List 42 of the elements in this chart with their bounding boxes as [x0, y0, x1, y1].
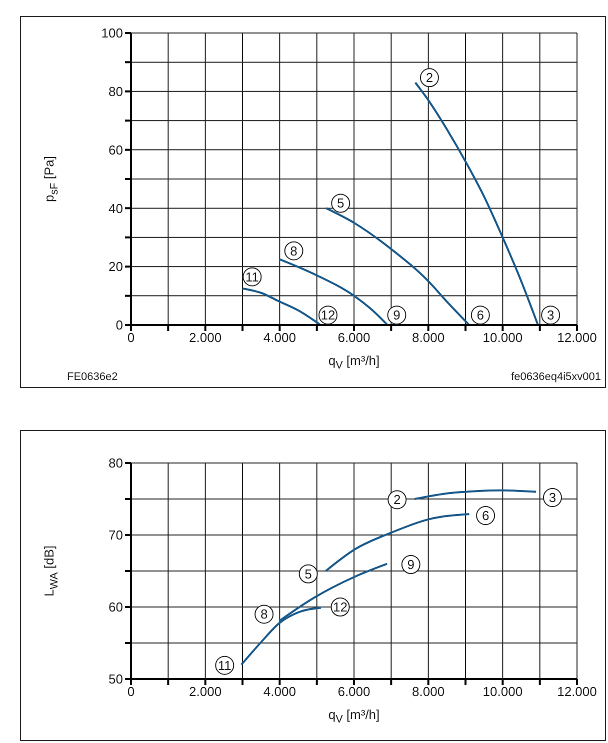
annotation: 3	[546, 308, 554, 323]
x-tick-label: 4.000	[263, 330, 296, 346]
x-axis-title: q$_{V}$ [m³/h]	[327, 353, 381, 372]
annotation: 11	[245, 269, 259, 284]
y-tick-label: 0	[116, 318, 123, 333]
annotation: 9	[407, 557, 414, 572]
annotation: 5	[337, 196, 344, 211]
y-tick-label: 80	[108, 84, 123, 100]
y-tick-label: 70	[108, 528, 123, 543]
x-tick-label: 2.000	[189, 684, 222, 700]
x-tick-label: 8.000	[412, 684, 445, 700]
x-tick-label: 10.000	[482, 330, 523, 346]
y-tick-label: 60	[108, 600, 123, 615]
y-tick-label: 50	[108, 672, 123, 687]
x-tick-label: 12.000	[557, 684, 597, 700]
annotation: 8	[260, 606, 268, 622]
x-axis-title: q$_{V}$ [m³/h]	[327, 707, 381, 726]
text: FE0636e2	[67, 371, 118, 383]
x-tick-label: 6.000	[338, 684, 370, 700]
y-tick-label: 100	[101, 26, 123, 41]
y-tick-label: 60	[108, 142, 123, 158]
x-tick-label: 0	[127, 330, 135, 346]
annotation: 9	[393, 308, 400, 323]
x-tick-label: 12.000	[557, 330, 597, 346]
annotation: 6	[482, 508, 490, 524]
annotation: 3	[548, 490, 556, 506]
y-tick-label: 20	[108, 259, 123, 274]
x-tick-label: 4.000	[263, 684, 296, 700]
annotation: 6	[476, 308, 484, 323]
x-tick-label: 2.000	[189, 330, 222, 346]
x-tick-label: 8.000	[412, 330, 445, 346]
text: fe0636eq4i5xv001	[511, 371, 601, 383]
annotation: 11	[218, 658, 232, 673]
x-tick-label: 6.000	[338, 330, 370, 346]
y-tick-label: 80	[108, 456, 123, 471]
x-tick-label: 10.000	[482, 684, 523, 700]
annotation: 5	[304, 566, 312, 582]
x-tick-label: 0	[127, 684, 135, 700]
annotation: 2	[426, 70, 434, 86]
annotation: 2	[393, 492, 401, 508]
y-tick-label: 40	[108, 200, 123, 216]
annotation: 8	[290, 243, 298, 258]
